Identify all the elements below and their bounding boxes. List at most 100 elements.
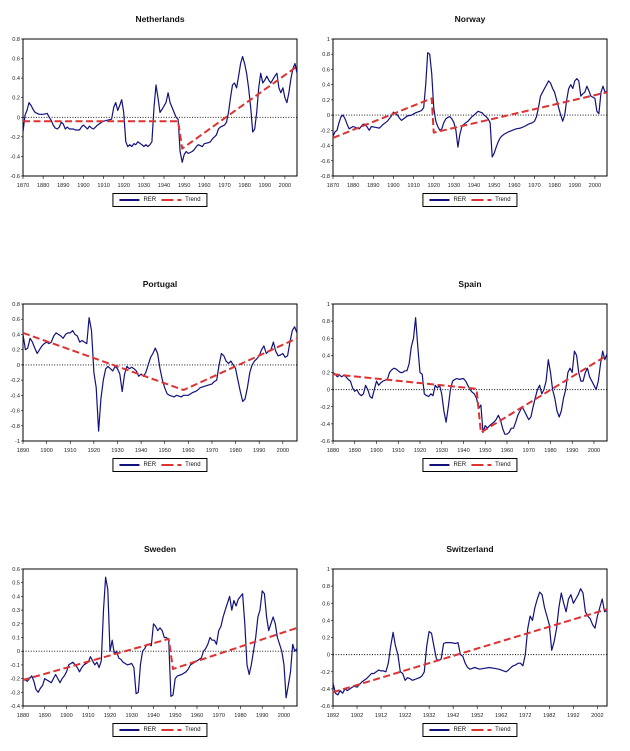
trend-line-icon: [471, 464, 484, 466]
svg-text:-0.6: -0.6: [320, 159, 330, 165]
svg-text:-0.4: -0.4: [10, 393, 20, 399]
svg-text:1970: 1970: [528, 183, 540, 189]
svg-text:2002: 2002: [591, 713, 603, 719]
svg-text:1960: 1960: [198, 183, 210, 189]
trend-dash-icon: [487, 464, 492, 466]
plot-sweden: 0.6 0.5 0.4 0.3 0.2 0.1 0 -0.1 -0.2 -0.3 -0.4 1880 1…: [10, 567, 298, 719]
svg-text:0: 0: [327, 653, 330, 659]
trend-line-icon: [161, 199, 174, 201]
svg-text:-0.4: -0.4: [10, 704, 20, 710]
chart-title: Sweden: [143, 544, 177, 554]
rer-line-icon: [119, 729, 140, 731]
svg-text:1980: 1980: [548, 183, 560, 189]
svg-text:0: 0: [17, 363, 20, 369]
svg-text:1990: 1990: [253, 448, 265, 454]
svg-text:0.4: 0.4: [322, 353, 330, 359]
svg-text:2000: 2000: [277, 448, 289, 454]
svg-text:-0.8: -0.8: [10, 424, 20, 430]
svg-text:1900: 1900: [370, 448, 382, 454]
svg-text:-0.2: -0.2: [320, 670, 330, 676]
trend-dash-icon: [487, 199, 492, 201]
svg-text:1990: 1990: [569, 183, 581, 189]
svg-text:1972: 1972: [519, 713, 531, 719]
svg-text:1900: 1900: [60, 713, 72, 719]
svg-text:1912: 1912: [375, 713, 387, 719]
legend-rer-label: RER: [143, 197, 157, 203]
svg-text:1990: 1990: [256, 713, 268, 719]
svg-text:1960: 1960: [182, 448, 194, 454]
trend-line-icon: [471, 729, 484, 731]
rer-line-icon: [119, 464, 140, 466]
svg-text:1940: 1940: [158, 183, 170, 189]
svg-text:2000: 2000: [588, 448, 600, 454]
trend-line-icon: [471, 199, 484, 201]
svg-text:0.5: 0.5: [12, 581, 20, 587]
svg-text:1940: 1940: [457, 448, 469, 454]
svg-text:1870: 1870: [327, 183, 339, 189]
svg-text:1920: 1920: [118, 183, 130, 189]
svg-text:1970: 1970: [212, 713, 224, 719]
legend: RER Trend: [112, 193, 208, 207]
svg-text:1950: 1950: [169, 713, 181, 719]
svg-text:-0.2: -0.2: [10, 135, 20, 141]
chart-norway: Norway 1 0.8 0.6 0.4 0.2 0 -0.2 -0.4 -0.6 -0.8 187…: [320, 10, 620, 221]
chart-switzerland: Switzerland 1 0.8 0.6 0.4 0.2 0 -0.2 -0.4 -0.6 18…: [320, 540, 620, 751]
svg-text:-0.4: -0.4: [320, 687, 330, 693]
svg-text:1890: 1890: [349, 448, 361, 454]
svg-text:-0.2: -0.2: [320, 128, 330, 134]
svg-text:1920: 1920: [104, 713, 116, 719]
legend: RER Trend: [112, 458, 208, 472]
svg-text:0.6: 0.6: [12, 567, 20, 573]
svg-text:1980: 1980: [234, 713, 246, 719]
svg-text:-0.2: -0.2: [320, 405, 330, 411]
plot-norway: 1 0.8 0.6 0.4 0.2 0 -0.2 -0.4 -0.6 -0.8 1870 1880 18…: [320, 37, 608, 189]
svg-text:0.4: 0.4: [12, 594, 20, 600]
trend-dash-icon: [487, 729, 492, 731]
plot-netherlands: 0.8 0.6 0.4 0.2 0 -0.2 -0.4 -0.6 1870 1880 1890 190…: [10, 37, 298, 189]
trend-dash-icon: [177, 464, 182, 466]
svg-text:1920: 1920: [414, 448, 426, 454]
svg-text:1930: 1930: [138, 183, 150, 189]
svg-text:-0.4: -0.4: [10, 154, 20, 160]
svg-text:1: 1: [327, 37, 330, 43]
svg-text:1902: 1902: [351, 713, 363, 719]
svg-text:0.8: 0.8: [322, 584, 330, 590]
svg-text:1940: 1940: [468, 183, 480, 189]
svg-text:1932: 1932: [423, 713, 435, 719]
svg-text:1880: 1880: [17, 713, 29, 719]
svg-text:2000: 2000: [278, 713, 290, 719]
legend-rer-label: RER: [453, 462, 467, 468]
svg-text:1942: 1942: [447, 713, 459, 719]
legend-trend-label: Trend: [495, 727, 511, 733]
legend-trend-label: Trend: [495, 462, 511, 468]
svg-text:1890: 1890: [367, 183, 379, 189]
rer-line-icon: [429, 199, 450, 201]
svg-text:1980: 1980: [238, 183, 250, 189]
svg-text:1890: 1890: [17, 448, 29, 454]
svg-text:0.2: 0.2: [322, 98, 330, 104]
svg-text:2000: 2000: [589, 183, 601, 189]
svg-text:1950: 1950: [178, 183, 190, 189]
svg-text:-0.6: -0.6: [10, 409, 20, 415]
svg-text:1: 1: [327, 302, 330, 308]
svg-text:0.1: 0.1: [12, 636, 20, 642]
svg-text:1992: 1992: [567, 713, 579, 719]
svg-text:0: 0: [17, 649, 20, 655]
svg-text:1930: 1930: [111, 448, 123, 454]
svg-text:0.6: 0.6: [322, 336, 330, 342]
svg-text:1880: 1880: [347, 183, 359, 189]
plot-switzerland: 1 0.8 0.6 0.4 0.2 0 -0.2 -0.4 -0.6 1892 1902 1912 19…: [320, 567, 608, 719]
svg-text:1952: 1952: [471, 713, 483, 719]
svg-text:-0.3: -0.3: [10, 690, 20, 696]
svg-text:1910: 1910: [407, 183, 419, 189]
chart-title: Norway: [454, 14, 486, 24]
plot-spain: 1 0.8 0.6 0.4 0.2 0 -0.2 -0.4 -0.6 1880 1890 1900 19…: [320, 302, 608, 454]
svg-text:0.6: 0.6: [12, 57, 20, 63]
svg-text:0.8: 0.8: [322, 52, 330, 58]
svg-text:1950: 1950: [488, 183, 500, 189]
svg-text:0.8: 0.8: [12, 37, 20, 43]
svg-text:1880: 1880: [327, 448, 339, 454]
trend-dash-icon: [177, 729, 182, 731]
svg-text:1980: 1980: [229, 448, 241, 454]
